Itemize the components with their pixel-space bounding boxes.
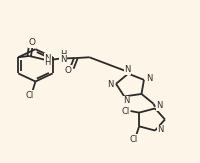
Text: O: O	[64, 66, 71, 75]
Text: Cl: Cl	[25, 91, 34, 100]
Text: N: N	[156, 101, 163, 110]
Text: Cl: Cl	[130, 135, 138, 144]
Text: N: N	[60, 55, 66, 64]
Text: Cl: Cl	[121, 107, 129, 116]
Text: H: H	[44, 58, 51, 67]
Text: N: N	[107, 80, 114, 89]
Text: N: N	[123, 96, 129, 105]
Text: N: N	[157, 125, 164, 134]
Text: H: H	[60, 50, 66, 59]
Text: N: N	[44, 54, 51, 63]
Text: O: O	[29, 38, 36, 47]
Text: N: N	[124, 65, 131, 74]
Text: N: N	[146, 74, 152, 83]
